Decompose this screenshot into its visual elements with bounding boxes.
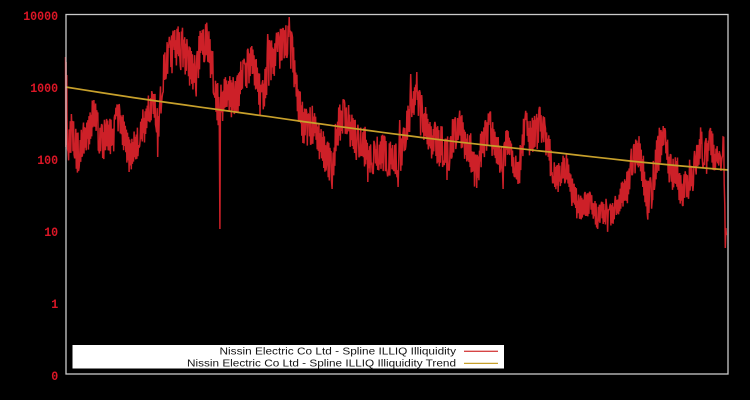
svg-text:Nissin Electric Co Ltd - Splin: Nissin Electric Co Ltd - Spline ILLIQ Il…: [187, 359, 456, 370]
svg-text:10000: 10000: [23, 10, 58, 24]
svg-text:10: 10: [44, 226, 58, 240]
svg-text:1000: 1000: [30, 82, 58, 96]
svg-text:100: 100: [37, 154, 58, 168]
svg-text:1: 1: [51, 298, 58, 312]
svg-text:0: 0: [51, 370, 58, 384]
svg-text:Nissin Electric Co Ltd - Splin: Nissin Electric Co Ltd - Spline ILLIQ Il…: [220, 346, 457, 357]
